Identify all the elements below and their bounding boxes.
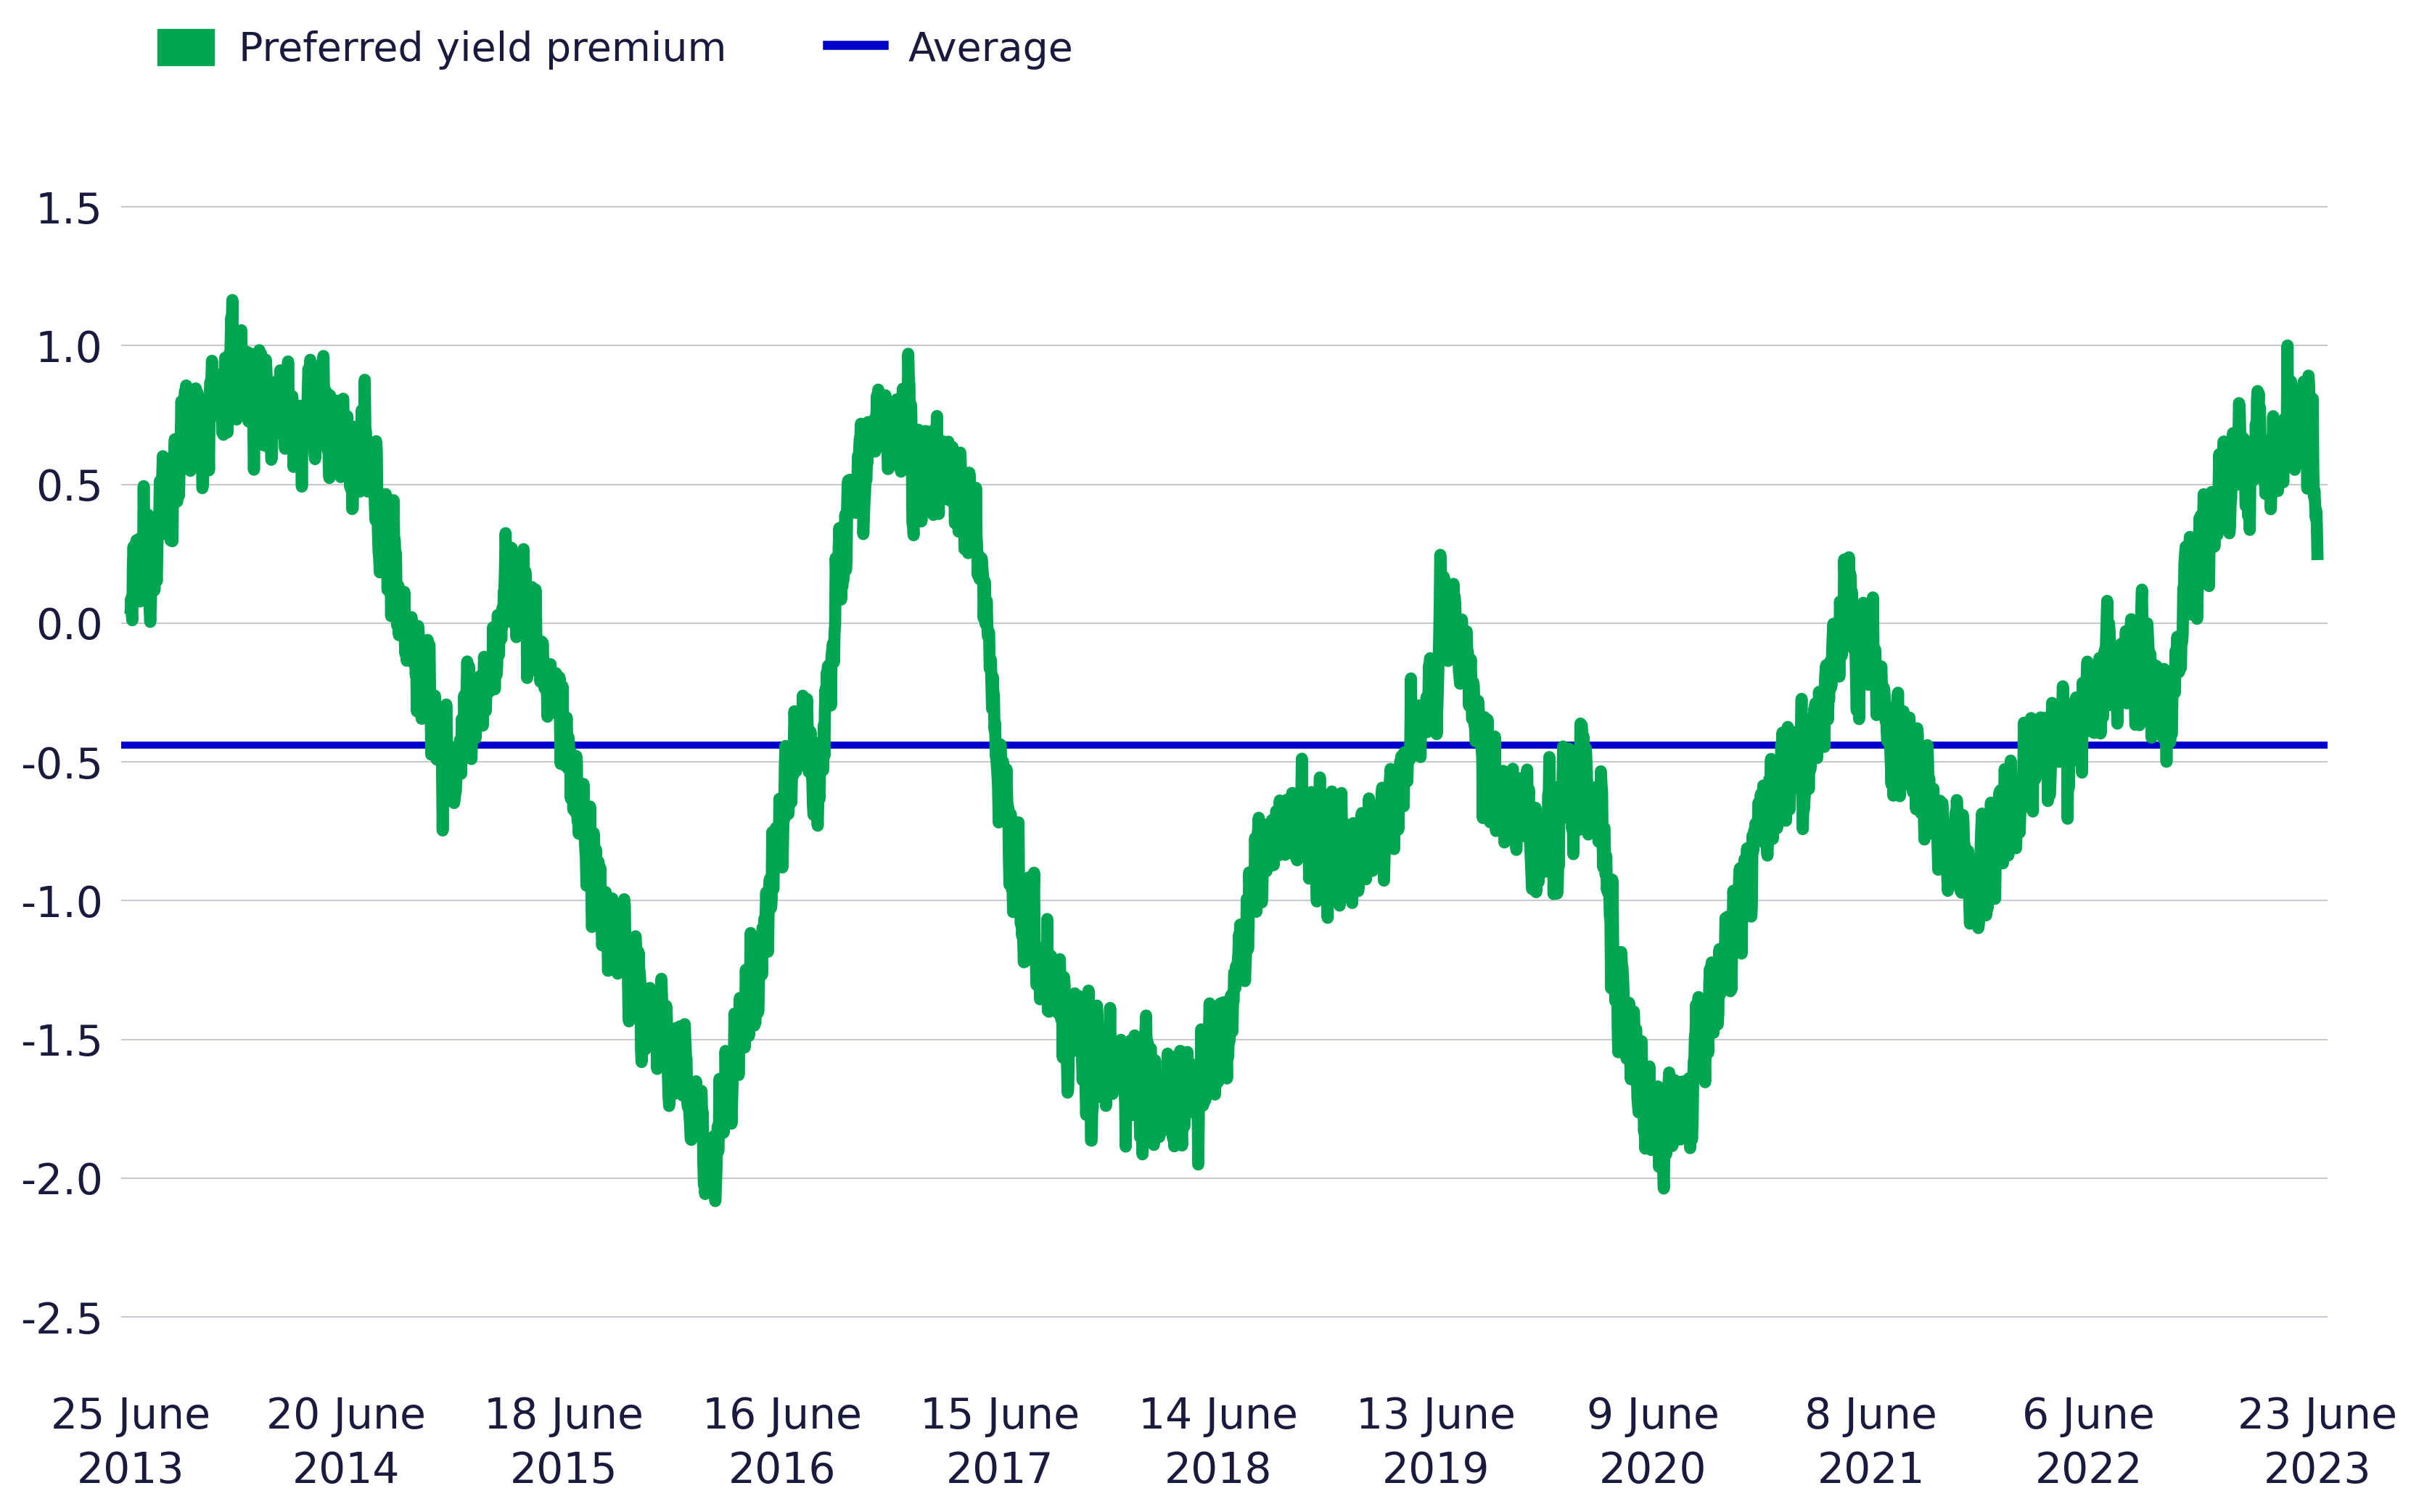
Legend: Preferred yield premium, Average: Preferred yield premium, Average	[143, 12, 1089, 86]
